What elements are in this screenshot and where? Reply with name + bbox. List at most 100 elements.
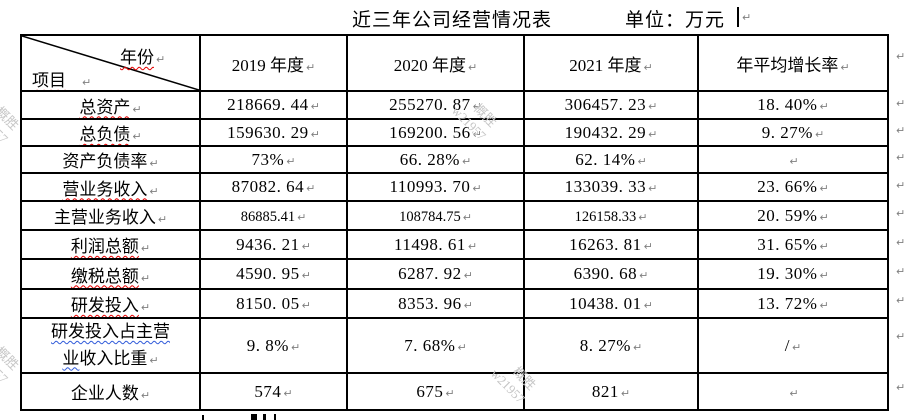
clipped-text-fragment: [274, 414, 276, 420]
cell-value[interactable]: 110993. 70 ↵: [346, 172, 525, 202]
column-header-2019[interactable]: 2019 年度 ↵: [199, 34, 348, 92]
cell-value[interactable]: 169200. 56 ↵: [346, 118, 525, 147]
cell-value[interactable]: 19. 30% ↵: [697, 258, 889, 290]
cell-value[interactable]: 66. 28% ↵: [346, 145, 525, 174]
row-end-mark-icon: ↵: [896, 381, 906, 394]
paragraph-mark-icon: ↵: [819, 239, 829, 253]
table-title[interactable]: 近三年公司经营情况表: [352, 10, 553, 31]
cell-value[interactable]: 675 ↵: [346, 372, 525, 411]
header-row: 年份 ↵ 项目 ↵ 2019 年度 ↵ 2020 年度 ↵ 2021 年度 ↵ 年平均增长…: [20, 34, 889, 92]
paragraph-mark-icon: ↵: [157, 213, 168, 226]
corner-cell[interactable]: 年份 ↵ 项目 ↵: [20, 34, 201, 92]
cell-value[interactable]: 13. 72% ↵: [697, 288, 889, 319]
cell-value[interactable]: 10438. 01 ↵: [523, 288, 699, 319]
cell-value[interactable]: 4590. 95 ↵: [199, 258, 348, 290]
cell-value-empty[interactable]: ↵: [697, 145, 889, 174]
cell-value[interactable]: 133039. 33 ↵: [523, 172, 699, 202]
cell-value[interactable]: 23. 66% ↵: [697, 172, 889, 202]
cell-value[interactable]: 87082. 64 ↵: [199, 172, 348, 202]
column-header-2021[interactable]: 2021 年度 ↵: [523, 34, 699, 92]
paragraph-mark-icon: ↵: [283, 386, 293, 400]
paragraph-mark-icon: ↵: [306, 182, 316, 195]
paragraph-mark-icon: ↵: [301, 239, 311, 253]
cell-value[interactable]: 73% ↵: [199, 145, 348, 174]
row-end-mark-icon: ↵: [896, 97, 906, 110]
row-label[interactable]: 研发投入占主营 业收入比重 ↵: [20, 317, 201, 374]
cell-value[interactable]: 821 ↵: [523, 372, 699, 411]
clipped-text-fragment: [251, 414, 257, 420]
cell-value[interactable]: 16263. 81 ↵: [523, 229, 699, 260]
cell-value[interactable]: 11498. 61 ↵: [346, 229, 525, 260]
cell-value[interactable]: 7. 68% ↵: [346, 317, 525, 374]
cell-value[interactable]: 20. 59% ↵: [697, 200, 889, 231]
paragraph-mark-icon: ↵: [648, 182, 658, 195]
column-header-2020[interactable]: 2020 年度 ↵: [346, 34, 525, 92]
row-label[interactable]: 研发投入 ↵: [20, 288, 201, 319]
paragraph-mark-icon: ↵: [290, 340, 301, 354]
cell-value[interactable]: 108784.75 ↵: [346, 200, 525, 231]
paragraph-mark-icon: ↵: [140, 301, 151, 314]
cell-value[interactable]: 9. 8% ↵: [199, 317, 348, 374]
cell-value[interactable]: 31. 65% ↵: [697, 229, 889, 260]
paragraph-mark-icon: ↵: [643, 239, 653, 253]
cell-value[interactable]: / ↵: [697, 317, 889, 374]
cell-value[interactable]: 9436. 21 ↵: [199, 229, 348, 260]
paragraph-mark-icon: ↵: [819, 298, 829, 312]
paragraph-mark-icon: ↵: [840, 60, 850, 74]
paragraph-mark-icon: ↵: [814, 127, 825, 141]
paragraph-mark-icon: ↵: [463, 298, 473, 312]
cell-value[interactable]: 159630. 29 ↵: [199, 118, 348, 147]
cell-value[interactable]: 62. 14% ↵: [523, 145, 699, 174]
paragraph-mark-icon: ↵: [156, 53, 166, 66]
paragraph-mark-icon: ↵: [648, 127, 658, 141]
cell-value[interactable]: 306457. 23 ↵: [523, 90, 699, 120]
row-label[interactable]: 缴税总额 ↵: [20, 258, 201, 290]
cell-value[interactable]: 8150. 05 ↵: [199, 288, 348, 319]
paragraph-mark-icon: ↵: [789, 386, 799, 400]
paragraph-mark-icon: ↵: [819, 210, 829, 224]
cell-value[interactable]: 18. 40% ↵: [697, 90, 889, 120]
row-label[interactable]: 主营业务收入 ↵: [20, 200, 201, 231]
corner-year-label: 年份 ↵: [120, 48, 166, 67]
paragraph-mark-icon: ↵: [462, 210, 472, 224]
row-label[interactable]: 总资产 ↵: [20, 90, 201, 120]
paragraph-mark-icon: ↵: [789, 154, 799, 168]
paragraph-mark-icon: ↵: [301, 269, 311, 282]
cell-value[interactable]: 86885.41 ↵: [199, 200, 348, 231]
table-row: 总资产 ↵ 218669. 44 ↵ 255270. 87 ↵ 306457. 23 ↵…: [20, 90, 889, 120]
paragraph-mark-icon: ↵: [297, 210, 307, 224]
cell-value[interactable]: 255270. 87 ↵: [346, 90, 525, 120]
table-row: 主营业务收入 ↵ 86885.41 ↵ 108784.75 ↵ 126158.33 ↵ …: [20, 200, 889, 231]
paragraph-mark-icon: ↵: [140, 242, 151, 255]
row-label[interactable]: 企业人数 ↵: [20, 372, 201, 411]
cell-value[interactable]: 218669. 44 ↵: [199, 90, 348, 120]
table-row: 利润总额 ↵ 9436. 21 ↵ 11498. 61 ↵ 16263. 81 ↵ 31…: [20, 229, 889, 260]
cell-value[interactable]: 126158.33 ↵: [523, 200, 699, 231]
paragraph-mark-icon: ↵: [149, 353, 159, 367]
column-header-growth[interactable]: 年平均增长率 ↵: [697, 34, 889, 92]
row-label[interactable]: 资产负债率 ↵: [20, 145, 201, 174]
unit-label[interactable]: 单位：万元: [625, 10, 726, 31]
row-label[interactable]: 利润总额 ↵: [20, 229, 201, 260]
cell-value[interactable]: 6390. 68 ↵: [523, 258, 699, 290]
paragraph-mark-icon: ↵: [149, 184, 159, 198]
diagonal-divider: [23, 37, 198, 89]
cell-value[interactable]: 8. 27% ↵: [523, 317, 699, 374]
paragraph-mark-icon: ↵: [467, 239, 478, 253]
paragraph-mark-icon: ↵: [132, 102, 142, 116]
row-label[interactable]: 总负债 ↵: [20, 118, 201, 147]
paragraph-mark-icon: ↵: [792, 340, 802, 354]
cell-value[interactable]: 6287. 92 ↵: [346, 258, 525, 290]
paragraph-mark-icon: ↵: [637, 154, 647, 168]
cell-value[interactable]: 9. 27% ↵: [697, 118, 889, 147]
cell-value-empty[interactable]: ↵: [697, 372, 889, 411]
cell-value[interactable]: 8353. 96 ↵: [346, 288, 525, 319]
cell-value[interactable]: 574 ↵: [199, 372, 348, 411]
paragraph-mark-icon: ↵: [445, 386, 455, 400]
paragraph-mark-icon: ↵: [310, 127, 320, 141]
row-end-mark-icon: ↵: [896, 236, 906, 249]
row-label[interactable]: 营业务收入 ↵: [20, 172, 201, 202]
clipped-text-fragment: [263, 414, 266, 420]
cell-value[interactable]: 190432. 29 ↵: [523, 118, 699, 147]
